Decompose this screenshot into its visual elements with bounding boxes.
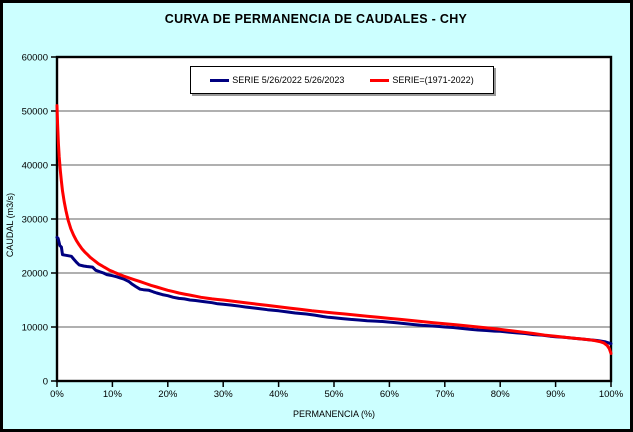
x-tick-label: 0% [50,389,64,400]
legend-line-swatch-blue [210,78,230,82]
legend-item-series1: SERIE 5/26/2022 5/26/2023 [210,75,344,85]
x-axis-title: PERMANENCIA (%) [293,409,375,419]
chart-title: CURVA DE PERMANENCIA DE CAUDALES - CHY [165,12,468,26]
y-tick-label: 50000 [22,107,48,118]
plot-frame [55,55,613,383]
x-tick-label: 50% [324,389,344,400]
y-tick-label: 20000 [22,269,48,280]
legend: SERIE 5/26/2022 5/26/2023 SERIE=(1971-20… [190,66,494,94]
y-tick-label: 30000 [22,215,48,226]
x-tick-label: 100% [599,389,624,400]
legend-label-series1: SERIE 5/26/2022 5/26/2023 [232,75,345,85]
x-tick-label: 90% [546,389,566,400]
y-tick-label: 40000 [22,161,48,172]
x-tick-label: 40% [269,389,289,400]
x-tick-label: 20% [158,389,178,400]
y-tick-label: 0 [43,377,48,388]
series-line-2 [55,104,613,355]
y-tick-label: 60000 [22,53,48,64]
legend-line-swatch-red [370,78,390,82]
y-tick-label: 10000 [22,323,48,334]
x-tick-label: 80% [491,389,511,400]
legend-item-series2: SERIE=(1971-2022) [370,75,474,85]
x-tick-label: 10% [103,389,123,400]
x-tick-label: 70% [435,389,455,400]
x-tick-label: 30% [214,389,234,400]
series-line-1 [55,235,613,346]
y-axis-title: CAUDAL (m3/s) [5,193,15,257]
x-tick-label: 60% [380,389,400,400]
legend-label-series2: SERIE=(1971-2022) [392,75,474,85]
